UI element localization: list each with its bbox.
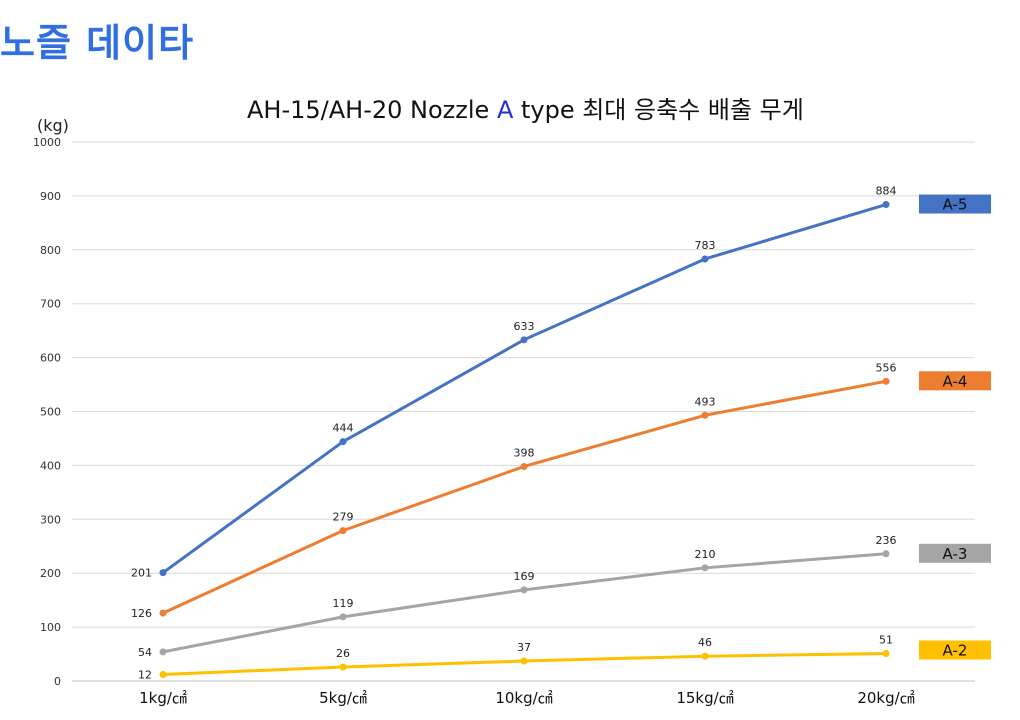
- x-tick-label: 20kg/㎠: [857, 689, 914, 707]
- data-point: [520, 462, 528, 470]
- data-label: 783: [695, 239, 716, 252]
- y-tick-label: 700: [40, 298, 61, 311]
- data-label: 236: [876, 534, 897, 547]
- data-label: 169: [514, 570, 535, 583]
- data-point: [701, 564, 709, 572]
- legend-box-a-2: [919, 640, 991, 660]
- data-label: 398: [514, 446, 535, 459]
- y-tick-label: 900: [40, 190, 61, 203]
- data-point: [339, 613, 347, 621]
- series-line-a-5: [161, 203, 888, 575]
- legend-label: A-2: [943, 642, 968, 660]
- y-axis-unit-label: (kg): [37, 116, 69, 135]
- data-point: [701, 652, 709, 660]
- data-label: 26: [336, 647, 350, 660]
- data-label: 556: [876, 361, 897, 374]
- data-label: 119: [333, 597, 354, 610]
- data-point: [339, 663, 347, 671]
- data-point: [882, 377, 890, 385]
- y-tick-label: 600: [40, 352, 61, 365]
- x-tick-label: 15kg/㎠: [676, 689, 733, 707]
- data-point: [159, 569, 167, 577]
- data-point: [339, 438, 347, 446]
- data-label: 51: [879, 634, 893, 647]
- data-label: 201: [131, 567, 152, 580]
- data-label: 884: [876, 185, 897, 198]
- legend-box-a-5: [919, 194, 991, 214]
- x-tick-label: 1kg/㎠: [139, 689, 187, 707]
- x-tick-label: 10kg/㎠: [495, 689, 552, 707]
- data-point: [159, 648, 167, 656]
- y-tick-label: 500: [40, 406, 61, 419]
- data-point: [159, 671, 167, 679]
- data-point: [701, 411, 709, 419]
- y-tick-label: 200: [40, 567, 61, 580]
- data-label: 493: [695, 395, 716, 408]
- y-tick-label: 300: [40, 513, 61, 526]
- y-tick-label: 0: [54, 675, 61, 688]
- data-point: [159, 609, 167, 617]
- data-label: 444: [333, 422, 354, 435]
- data-label: 633: [514, 320, 535, 333]
- data-label: 37: [517, 641, 531, 654]
- data-point: [701, 255, 709, 263]
- chart-title: AH-15/AH-20 Nozzle A type 최대 응축수 배출 무게: [247, 90, 804, 125]
- y-tick-label: 1000: [33, 136, 61, 149]
- data-point: [520, 657, 528, 665]
- data-point: [882, 550, 890, 558]
- legend-label: A-5: [943, 196, 968, 214]
- page-heading: 노즐 데이타: [0, 21, 195, 65]
- series-line-a-3: [161, 552, 888, 654]
- y-tick-label: 100: [40, 621, 61, 634]
- legend-label: A-3: [943, 545, 968, 563]
- y-tick-label: 400: [40, 459, 61, 472]
- data-label: 46: [698, 636, 712, 649]
- data-point: [339, 527, 347, 535]
- data-label: 54: [138, 646, 152, 659]
- chart-title-accent: A: [496, 96, 514, 124]
- data-label: 126: [131, 607, 152, 620]
- legend-box-a-4: [919, 371, 991, 391]
- data-point: [520, 586, 528, 594]
- legend-label: A-4: [943, 372, 968, 390]
- data-point: [882, 201, 890, 209]
- data-point: [882, 650, 890, 658]
- data-label: 210: [695, 548, 716, 561]
- data-label: 279: [333, 511, 354, 524]
- chart-title-suffix: type 최대 응축수 배출 무게: [513, 96, 804, 124]
- chart-title-prefix: AH-15/AH-20 Nozzle: [247, 96, 497, 124]
- y-tick-label: 800: [40, 244, 61, 257]
- legend-box-a-3: [919, 543, 991, 563]
- x-tick-label: 5kg/㎠: [319, 689, 367, 707]
- data-label: 12: [138, 669, 152, 682]
- data-point: [520, 336, 528, 344]
